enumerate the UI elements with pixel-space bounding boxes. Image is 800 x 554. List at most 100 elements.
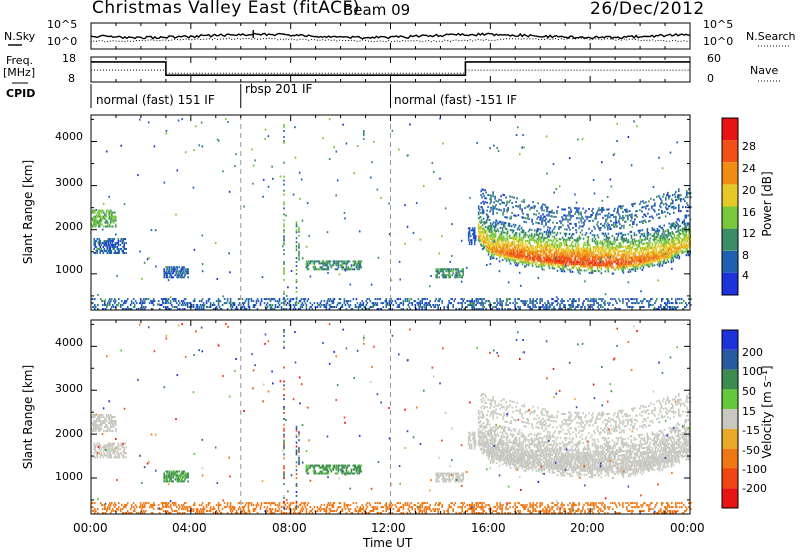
power-cell — [660, 256, 663, 259]
power-cell — [533, 261, 536, 264]
velocity-cell — [101, 428, 103, 430]
power-cell — [100, 248, 103, 250]
power-cell — [573, 298, 575, 301]
power-cell — [619, 254, 622, 257]
power-cell — [130, 308, 133, 310]
power-cell — [345, 264, 348, 267]
power-cell — [502, 193, 504, 196]
power-cell — [514, 238, 517, 240]
power-cell — [653, 256, 656, 259]
power-cell — [346, 268, 349, 271]
power-cell — [634, 256, 637, 259]
power-cell — [333, 306, 336, 308]
power-cell — [127, 308, 130, 310]
power-cell — [468, 229, 471, 232]
power-cell — [213, 304, 216, 306]
power-cell — [488, 246, 491, 249]
power-cell — [676, 248, 679, 251]
power-cell — [558, 254, 561, 257]
velocity-cell — [99, 414, 101, 417]
power-cell — [607, 216, 609, 219]
power-cell — [552, 259, 555, 262]
power-cell — [132, 306, 135, 308]
power-cell — [531, 252, 534, 255]
power-cell — [480, 202, 482, 205]
power-cell — [462, 268, 464, 271]
power-cell — [539, 232, 542, 235]
power-cell — [571, 245, 574, 247]
power-cell — [349, 300, 352, 303]
power-cell — [425, 308, 427, 310]
power-cell — [620, 268, 623, 270]
power-cell — [328, 304, 331, 306]
power-cell — [267, 185, 270, 188]
power-cell — [599, 213, 601, 216]
power-cell — [388, 304, 391, 306]
power-cell — [544, 215, 546, 218]
power-cell — [514, 234, 517, 236]
power-cell — [435, 298, 437, 301]
power-cell — [332, 300, 335, 303]
power-cell — [498, 250, 501, 253]
power-cell — [511, 257, 514, 260]
power-cell — [635, 210, 637, 213]
power-cell — [536, 255, 539, 258]
power-cell — [512, 247, 515, 250]
power-cell — [168, 272, 170, 275]
power-cell — [511, 229, 514, 232]
power-cell — [606, 266, 609, 269]
power-cell — [217, 139, 220, 142]
power-cell — [679, 233, 682, 235]
power-cell — [435, 268, 437, 271]
power-cell — [206, 306, 209, 308]
power-cell — [548, 249, 551, 252]
power-cell — [654, 256, 657, 259]
power-cell — [523, 302, 525, 305]
power-cell — [590, 216, 592, 218]
power-cell — [569, 250, 572, 253]
power-cell — [656, 195, 658, 198]
power-cell — [518, 271, 521, 274]
power-cell — [593, 260, 596, 262]
power-cell — [688, 238, 691, 241]
power-cell — [305, 260, 308, 263]
power-cell — [183, 272, 185, 275]
power-cell — [92, 209, 94, 212]
power-cell — [669, 195, 671, 198]
power-cell — [654, 244, 657, 247]
power-cell — [195, 125, 197, 128]
power-cell — [676, 256, 679, 259]
power-cell — [662, 248, 665, 251]
power-cell — [100, 209, 102, 212]
power-cell — [574, 249, 577, 252]
power-cell — [621, 261, 624, 264]
power-cell — [558, 238, 561, 241]
power-cell — [100, 223, 102, 226]
power-cell — [491, 239, 494, 242]
power-cell — [556, 261, 559, 264]
power-cell — [610, 262, 613, 265]
power-cell — [466, 300, 468, 303]
power-cell — [352, 260, 355, 263]
power-cell — [604, 266, 607, 269]
power-cell — [461, 270, 463, 273]
power-cell — [532, 306, 534, 308]
power-cell — [558, 260, 561, 262]
power-cell — [587, 243, 590, 246]
power-cell — [610, 220, 612, 223]
power-cell — [642, 234, 645, 237]
power-cell — [532, 201, 534, 204]
power-cell — [677, 249, 680, 252]
power-cell — [646, 228, 649, 231]
velocity-cell — [94, 416, 96, 419]
power-cell — [668, 238, 671, 241]
power-cell — [283, 136, 285, 138]
power-cell — [674, 223, 677, 226]
power-cell — [567, 236, 570, 239]
power-cell — [495, 219, 497, 222]
power-cell — [283, 203, 285, 206]
power-cell — [563, 270, 566, 273]
power-cell — [536, 298, 538, 301]
power-cell — [570, 304, 572, 306]
velocity-cell — [99, 428, 101, 430]
